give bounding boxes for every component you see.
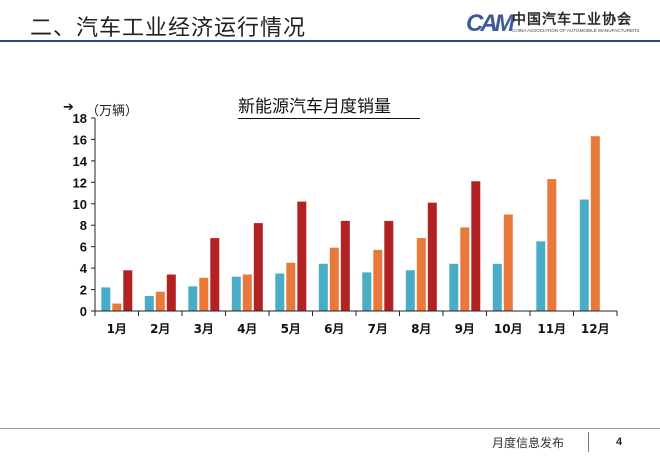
y-tick-label: 18 — [73, 111, 87, 126]
bar-series-2-12月 — [590, 136, 600, 311]
y-tick-label: 4 — [80, 261, 88, 276]
y-tick-label: 10 — [73, 197, 87, 212]
y-axis-arrow-icon: ➔ — [63, 100, 74, 115]
bar-series-2-8月 — [416, 238, 426, 311]
x-tick-label: 6月 — [324, 322, 344, 336]
bar-series-2-4月 — [242, 274, 252, 311]
bar-series-1-12月 — [579, 199, 589, 311]
x-tick-label: 2月 — [150, 322, 170, 336]
bar-series-1-11月 — [536, 241, 546, 311]
logo-subtitle: CHINA ASSOCIATION OF AUTOMOBILE MANUFACT… — [512, 28, 640, 33]
page-number: 4 — [616, 436, 623, 448]
x-tick-label: 5月 — [281, 322, 301, 336]
x-tick-label: 7月 — [368, 322, 388, 336]
chart-title-underline — [238, 118, 420, 119]
bar-series-3-6月 — [340, 220, 350, 311]
x-tick-label: 10月 — [494, 322, 523, 336]
bar-series-3-3月 — [210, 238, 220, 311]
bar-series-3-2月 — [166, 274, 176, 311]
bar-series-2-1月 — [112, 303, 122, 311]
y-axis-unit-label: （万辆） — [86, 104, 139, 119]
bar-series-1-7月 — [362, 272, 372, 311]
x-tick-label: 1月 — [107, 322, 127, 336]
bar-series-2-11月 — [547, 179, 557, 311]
bar-series-1-1月 — [101, 287, 111, 311]
bar-series-1-4月 — [231, 276, 241, 311]
bar-series-3-8月 — [427, 202, 437, 311]
slide-title: 二、汽车工业经济运行情况 — [30, 16, 307, 41]
bar-series-2-9月 — [460, 227, 470, 311]
y-tick-label: 8 — [80, 218, 87, 233]
bar-series-3-1月 — [123, 270, 133, 311]
y-tick-label: 16 — [73, 132, 87, 147]
chart-title: 新能源汽车月度销量 — [238, 97, 391, 117]
bar-series-3-4月 — [253, 223, 263, 311]
bar-series-3-7月 — [384, 220, 394, 311]
logo-mark: CAM — [466, 10, 515, 37]
bar-series-2-2月 — [155, 291, 165, 311]
footer-separator — [588, 432, 589, 452]
bar-series-3-9月 — [471, 181, 481, 311]
x-tick-label: 4月 — [237, 322, 257, 336]
footer-text: 月度信息发布 — [492, 436, 565, 450]
y-tick-label: 6 — [80, 240, 87, 255]
caam-logo: CAM 中国汽车工业协会 CHINA ASSOCIATION OF AUTOMO… — [466, 8, 652, 38]
bar-series-1-6月 — [318, 263, 328, 311]
bar-series-1-3月 — [188, 286, 198, 311]
logo-name: 中国汽车工业协会 — [512, 12, 632, 28]
bar-series-2-3月 — [199, 277, 209, 311]
header-rule — [0, 40, 660, 42]
y-tick-label: 12 — [73, 175, 87, 190]
bar-series-3-5月 — [297, 201, 307, 311]
x-tick-label: 3月 — [194, 322, 214, 336]
x-tick-label: 12月 — [581, 322, 610, 336]
bar-series-1-2月 — [144, 296, 154, 311]
x-tick-label: 8月 — [411, 322, 431, 336]
bar-series-2-6月 — [329, 247, 339, 311]
bar-series-1-5月 — [275, 273, 285, 311]
y-tick-label: 0 — [80, 304, 87, 319]
bar-series-2-10月 — [503, 214, 513, 311]
y-tick-label: 2 — [80, 283, 87, 298]
bar-series-1-8月 — [405, 270, 415, 311]
bar-series-2-7月 — [373, 249, 383, 311]
x-tick-label: 11月 — [537, 322, 566, 336]
bar-series-2-5月 — [286, 262, 296, 312]
bar-series-1-10月 — [492, 263, 502, 311]
footer-rule — [0, 428, 660, 429]
x-tick-label: 9月 — [455, 322, 475, 336]
bar-series-1-9月 — [449, 263, 459, 311]
y-tick-label: 14 — [73, 154, 88, 169]
